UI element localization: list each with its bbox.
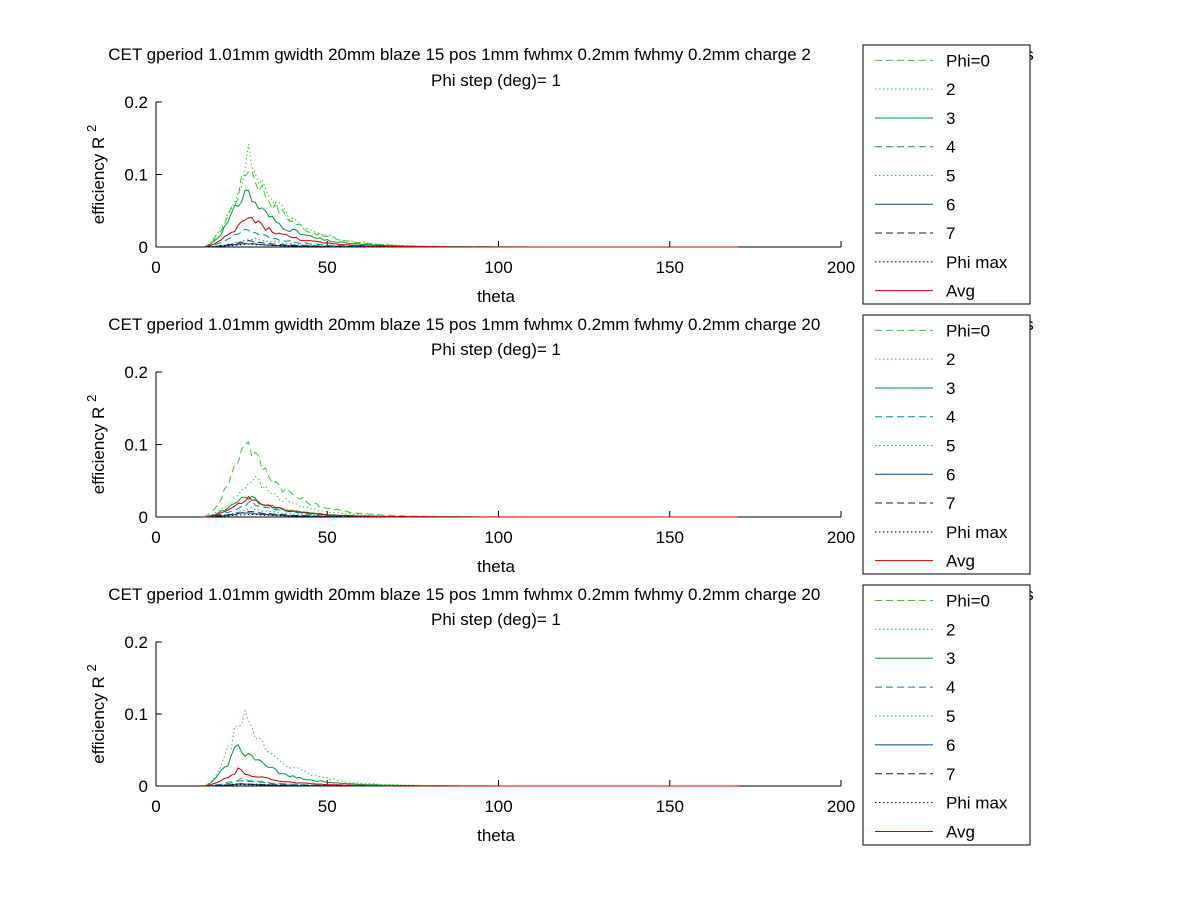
chart-subtitle: Phi step (deg)= 1 <box>431 71 561 90</box>
legend-label: 2 <box>946 80 955 99</box>
series-line-2 <box>203 475 739 518</box>
x-tick-label: 100 <box>484 797 512 816</box>
series-line-2 <box>203 143 739 248</box>
x-tick-label: 200 <box>827 528 855 547</box>
legend-label: Phi=0 <box>946 51 990 70</box>
legend-label: 5 <box>946 167 955 186</box>
x-tick-label: 200 <box>827 258 855 277</box>
legend-label: Phi max <box>946 253 1008 272</box>
legend-label: 2 <box>946 350 955 369</box>
y-tick-label: 0 <box>139 508 148 527</box>
x-tick-label: 150 <box>656 797 684 816</box>
legend-label: Phi max <box>946 794 1008 813</box>
legend-label: Phi=0 <box>946 321 990 340</box>
x-tick-label: 50 <box>318 797 337 816</box>
legend-label: 7 <box>946 765 955 784</box>
y-tick-label: 0.2 <box>124 633 148 652</box>
legend-label: 3 <box>946 109 955 128</box>
legend-label: Avg <box>946 282 975 301</box>
y-axis-label: efficiency R 2 <box>84 125 108 225</box>
legend-label: Phi=0 <box>946 591 990 610</box>
series-line-avg <box>203 767 739 787</box>
x-tick-label: 100 <box>484 528 512 547</box>
x-tick-label: 150 <box>656 528 684 547</box>
x-tick-label: 100 <box>484 258 512 277</box>
legend-label: 6 <box>946 736 955 755</box>
legend-label: 3 <box>946 649 955 668</box>
y-tick-label: 0.1 <box>124 436 148 455</box>
legend: Phi=0 2 3 4 5 6 7 Phi max Avg <box>862 44 1031 305</box>
legend-box <box>862 584 1031 846</box>
x-tick-label: 0 <box>151 258 160 277</box>
chart-subtitle: Phi step (deg)= 1 <box>431 340 561 359</box>
legend-label: 7 <box>946 224 955 243</box>
series-line-phi-0 <box>203 440 739 518</box>
x-axis-label: theta <box>477 826 515 845</box>
subplot-1: CET gperiod 1.01mm gwidth 20mm blaze 15 … <box>84 45 1034 306</box>
legend-label: 3 <box>946 379 955 398</box>
chart-subtitle: Phi step (deg)= 1 <box>431 610 561 629</box>
series-line-2 <box>203 708 739 787</box>
legend-label: Phi max <box>946 523 1008 542</box>
y-tick-label: 0 <box>139 238 148 257</box>
y-tick-label: 0.1 <box>124 166 148 185</box>
chart-title: CET gperiod 1.01mm gwidth 20mm blaze 15 … <box>108 45 1034 64</box>
x-tick-label: 50 <box>318 258 337 277</box>
series-line-avg <box>203 495 739 518</box>
series-line-3 <box>203 189 739 248</box>
x-tick-label: 200 <box>827 797 855 816</box>
legend-label: 6 <box>946 465 955 484</box>
series-line-avg <box>203 217 739 248</box>
legend-label: 5 <box>946 437 955 456</box>
x-tick-label: 0 <box>151 528 160 547</box>
y-tick-label: 0.2 <box>124 363 148 382</box>
legend-box <box>862 44 1031 305</box>
legend-label: 6 <box>946 195 955 214</box>
x-tick-label: 150 <box>656 258 684 277</box>
series-line-3 <box>203 495 739 518</box>
y-axis-label: efficiency R 2 <box>84 395 108 495</box>
legend-label: Avg <box>946 823 975 842</box>
y-tick-label: 0.1 <box>124 705 148 724</box>
legend: Phi=0 2 3 4 5 6 7 Phi max Avg <box>862 584 1031 846</box>
series-line-phi-max <box>203 243 739 248</box>
subplot-2: CET gperiod 1.01mm gwidth 20mm blaze 15 … <box>84 315 1034 576</box>
x-axis-label: theta <box>477 557 515 576</box>
legend-label: 4 <box>946 138 955 157</box>
legend-box <box>862 314 1031 575</box>
x-tick-label: 0 <box>151 797 160 816</box>
series-line-3 <box>203 743 739 787</box>
chart-title: CET gperiod 1.01mm gwidth 20mm blaze 15 … <box>108 315 1034 334</box>
legend-label: 2 <box>946 620 955 639</box>
legend-label: Avg <box>946 552 975 571</box>
x-axis-label: theta <box>477 287 515 306</box>
y-axis-label: efficiency R 2 <box>84 664 108 764</box>
legend-label: 4 <box>946 678 955 697</box>
chart-title: CET gperiod 1.01mm gwidth 20mm blaze 15 … <box>108 585 1034 604</box>
legend-label: 4 <box>946 408 955 427</box>
x-tick-label: 50 <box>318 528 337 547</box>
legend: Phi=0 2 3 4 5 6 7 Phi max Avg <box>862 314 1031 575</box>
y-tick-label: 0 <box>139 777 148 796</box>
legend-label: 5 <box>946 707 955 726</box>
y-tick-label: 0.2 <box>124 93 148 112</box>
legend-label: 7 <box>946 494 955 513</box>
